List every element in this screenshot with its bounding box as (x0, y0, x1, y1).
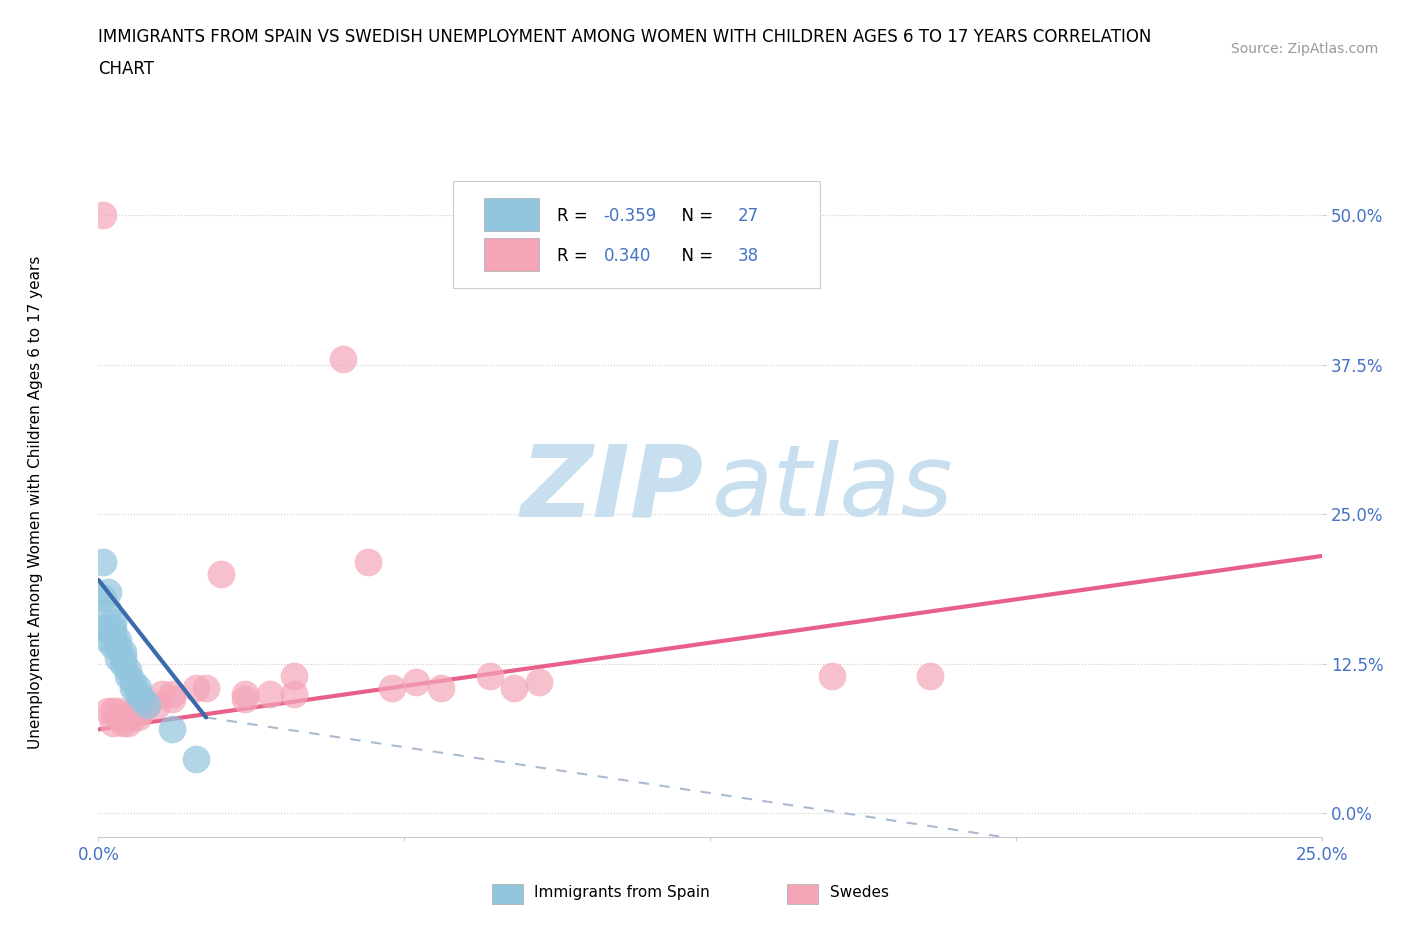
Point (160, 692, 183, 707)
Text: Immigrants from Spain: Immigrants from Spain (534, 885, 710, 900)
Point (91, 207, 114, 222)
Point (117, 716, 139, 731)
Point (117, 662, 139, 677)
Point (101, 716, 124, 731)
Point (107, 650, 129, 665)
Point (160, 686, 183, 701)
Point (97, 620, 120, 635)
Point (146, 698, 169, 713)
FancyBboxPatch shape (484, 238, 538, 272)
Text: R =: R = (557, 206, 593, 225)
Point (503, 680, 526, 695)
Text: R =: R = (557, 246, 599, 265)
Point (97, 704, 120, 719)
Point (136, 698, 159, 713)
Point (430, 680, 453, 695)
Point (356, 554, 378, 569)
Text: atlas: atlas (711, 440, 953, 538)
Point (117, 710, 139, 724)
Point (283, 686, 305, 701)
Point (121, 710, 143, 724)
FancyBboxPatch shape (484, 197, 538, 231)
Point (136, 698, 159, 713)
Point (259, 686, 281, 701)
Point (111, 710, 134, 724)
Text: 0.340: 0.340 (603, 246, 651, 265)
Point (101, 704, 124, 719)
Point (186, 751, 208, 766)
Point (91, 554, 114, 569)
Point (101, 638, 124, 653)
Point (117, 668, 139, 683)
Point (821, 668, 844, 683)
Point (107, 632, 129, 647)
Point (527, 674, 550, 689)
Text: 38: 38 (738, 246, 759, 265)
Point (209, 566, 232, 581)
Point (233, 692, 256, 707)
Point (127, 710, 149, 724)
Point (131, 692, 153, 707)
Point (91, 620, 114, 635)
Point (97, 632, 120, 647)
Point (131, 704, 153, 719)
Point (381, 680, 404, 695)
Text: IMMIGRANTS FROM SPAIN VS SWEDISH UNEMPLOYMENT AMONG WOMEN WITH CHILDREN AGES 6 T: IMMIGRANTS FROM SPAIN VS SWEDISH UNEMPLO… (98, 28, 1152, 46)
Text: -0.359: -0.359 (603, 206, 657, 225)
Point (107, 710, 129, 724)
Point (283, 668, 305, 683)
Point (101, 626, 124, 641)
Text: N =: N = (671, 206, 718, 225)
Text: Source: ZipAtlas.com: Source: ZipAtlas.com (1230, 42, 1378, 56)
Point (150, 686, 173, 701)
Point (111, 650, 134, 665)
Point (121, 680, 143, 695)
Point (111, 657, 134, 671)
Text: Swedes: Swedes (830, 885, 889, 900)
Text: CHART: CHART (98, 60, 155, 78)
Point (332, 352, 354, 366)
Point (405, 674, 427, 689)
Text: Unemployment Among Women with Children Ages 6 to 17 years: Unemployment Among Women with Children A… (28, 256, 42, 749)
Point (97, 603, 120, 618)
Text: N =: N = (671, 246, 718, 265)
Point (160, 722, 183, 737)
Point (920, 668, 942, 683)
Point (478, 668, 501, 683)
Point (111, 716, 134, 731)
Point (111, 644, 134, 659)
Text: 27: 27 (738, 206, 759, 225)
Point (127, 680, 149, 695)
Point (233, 686, 256, 701)
Point (101, 620, 124, 635)
Point (107, 704, 129, 719)
FancyBboxPatch shape (453, 180, 820, 288)
Point (97, 584, 120, 599)
Point (101, 615, 124, 630)
Point (127, 704, 149, 719)
Point (186, 680, 208, 695)
Text: ZIP: ZIP (520, 440, 703, 538)
Point (121, 704, 143, 719)
Point (91, 591, 114, 605)
Point (127, 686, 149, 701)
Point (107, 638, 129, 653)
Point (121, 674, 143, 689)
Point (195, 680, 218, 695)
